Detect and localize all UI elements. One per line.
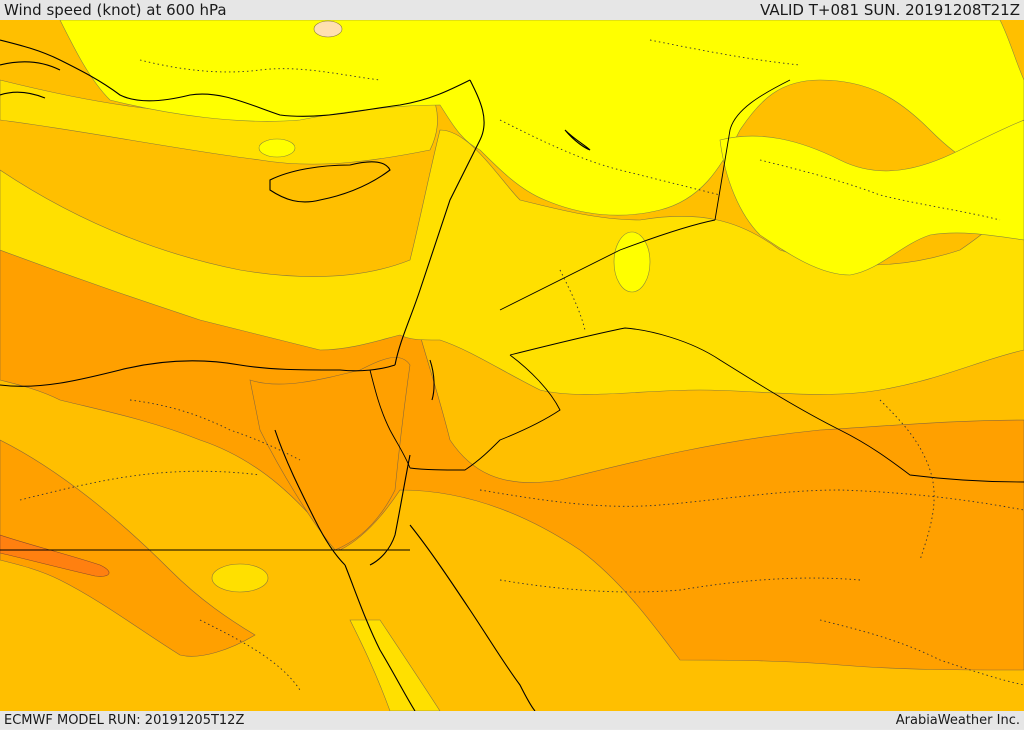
isolated-low-sea: [258, 138, 296, 158]
regional-borders: [19, 39, 1024, 691]
national-borders: [0, 79, 1024, 551]
coastlines: [0, 39, 591, 711]
band-low-redsea: [349, 619, 441, 711]
wind-speed-map[interactable]: [0, 20, 1024, 711]
header-bar: Wind speed (knot) at 600 hPa VALID T+081…: [0, 0, 1024, 20]
isolated-low-jordan: [613, 231, 651, 293]
cyprus-outline: [269, 161, 391, 203]
isolated-minimum: [313, 20, 343, 38]
band-very-high: [0, 534, 110, 577]
band-high-west: [0, 229, 1024, 671]
model-run: ECMWF MODEL RUN: 20191205T12Z: [4, 713, 245, 728]
band-high-southwest: [0, 439, 256, 657]
isolated-low-egypt: [211, 563, 269, 593]
footer-bar: ECMWF MODEL RUN: 20191205T12Z ArabiaWeat…: [0, 711, 1024, 729]
band-very-low-north: [59, 20, 1024, 216]
band-very-low-east: [719, 119, 1024, 276]
valid-time: VALID T+081 SUN. 20191208T21Z: [760, 1, 1020, 19]
map-title: Wind speed (knot) at 600 hPa: [4, 1, 227, 19]
credit: ArabiaWeather Inc.: [895, 713, 1020, 728]
band-high-sinai: [249, 357, 411, 551]
